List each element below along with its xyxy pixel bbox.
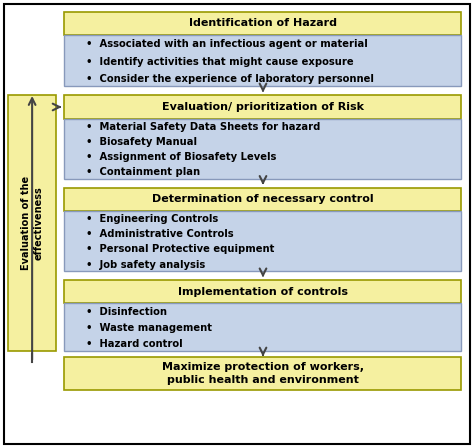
Text: Evaluation of the
effectiveness: Evaluation of the effectiveness bbox=[21, 176, 43, 271]
FancyBboxPatch shape bbox=[64, 35, 462, 86]
Text: •  Personal Protective equipment: • Personal Protective equipment bbox=[86, 245, 274, 254]
Text: •  Consider the experience of laboratory personnel: • Consider the experience of laboratory … bbox=[86, 74, 374, 84]
FancyBboxPatch shape bbox=[4, 4, 470, 444]
FancyBboxPatch shape bbox=[64, 188, 462, 211]
Text: •  Engineering Controls: • Engineering Controls bbox=[86, 214, 218, 224]
Text: Identification of Hazard: Identification of Hazard bbox=[189, 18, 337, 29]
Text: •  Associated with an infectious agent or material: • Associated with an infectious agent or… bbox=[86, 39, 367, 49]
Text: •  Biosafety Manual: • Biosafety Manual bbox=[86, 137, 197, 147]
Text: •  Material Safety Data Sheets for hazard: • Material Safety Data Sheets for hazard bbox=[86, 122, 320, 132]
FancyBboxPatch shape bbox=[64, 95, 462, 119]
Text: •  Waste management: • Waste management bbox=[86, 323, 212, 333]
FancyBboxPatch shape bbox=[64, 211, 462, 271]
FancyBboxPatch shape bbox=[8, 95, 56, 351]
Text: •  Disinfection: • Disinfection bbox=[86, 307, 167, 317]
Text: Evaluation/ prioritization of Risk: Evaluation/ prioritization of Risk bbox=[162, 102, 364, 112]
Text: Determination of necessary control: Determination of necessary control bbox=[152, 194, 374, 204]
FancyBboxPatch shape bbox=[64, 357, 462, 390]
Text: •  Containment plan: • Containment plan bbox=[86, 167, 200, 177]
Text: •  Assignment of Biosafety Levels: • Assignment of Biosafety Levels bbox=[86, 152, 276, 162]
FancyBboxPatch shape bbox=[64, 12, 462, 35]
Text: •  Identify activities that might cause exposure: • Identify activities that might cause e… bbox=[86, 56, 354, 67]
Text: •  Job safety analysis: • Job safety analysis bbox=[86, 259, 205, 270]
FancyBboxPatch shape bbox=[64, 280, 462, 303]
Text: •  Hazard control: • Hazard control bbox=[86, 339, 182, 349]
Text: Maximize protection of workers,
public health and environment: Maximize protection of workers, public h… bbox=[162, 362, 364, 385]
FancyBboxPatch shape bbox=[64, 119, 462, 179]
Text: Implementation of controls: Implementation of controls bbox=[178, 287, 348, 297]
Text: •  Administrative Controls: • Administrative Controls bbox=[86, 229, 233, 239]
FancyBboxPatch shape bbox=[64, 303, 462, 351]
